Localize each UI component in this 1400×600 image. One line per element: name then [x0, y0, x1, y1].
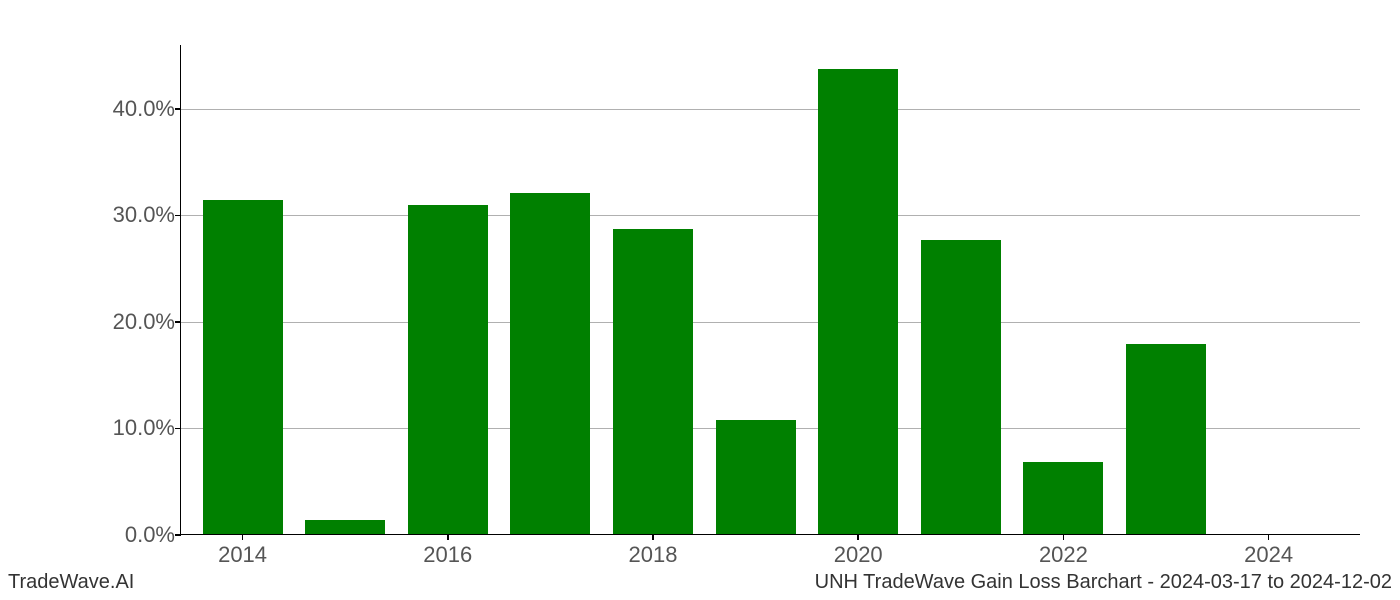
ytick-mark: [175, 321, 181, 323]
ytick-mark: [175, 215, 181, 217]
xtick-mark: [447, 534, 449, 540]
ytick-mark: [175, 428, 181, 430]
xtick-label: 2020: [834, 542, 883, 568]
xtick-label: 2024: [1244, 542, 1293, 568]
bar: [408, 205, 488, 534]
ytick-label: 20.0%: [113, 309, 175, 335]
ytick-mark: [175, 534, 181, 536]
bar: [818, 69, 898, 535]
xtick-mark: [1063, 534, 1065, 540]
xtick-label: 2018: [629, 542, 678, 568]
xtick-mark: [857, 534, 859, 540]
footer-caption: UNH TradeWave Gain Loss Barchart - 2024-…: [815, 571, 1392, 594]
xtick-label: 2014: [218, 542, 267, 568]
bar: [1023, 462, 1103, 534]
gridline: [181, 215, 1360, 216]
xtick-mark: [1268, 534, 1270, 540]
gridline: [181, 322, 1360, 323]
bar: [613, 229, 693, 534]
footer-brand: TradeWave.AI: [8, 571, 134, 594]
bar: [203, 200, 283, 534]
gridline: [181, 109, 1360, 110]
ytick-label: 10.0%: [113, 415, 175, 441]
bar: [716, 420, 796, 534]
ytick-label: 30.0%: [113, 202, 175, 228]
ytick-label: 40.0%: [113, 96, 175, 122]
chart-plot-area: 201420162018202020222024: [180, 45, 1360, 535]
ytick-label: 0.0%: [125, 522, 175, 548]
xtick-label: 2016: [423, 542, 472, 568]
bar: [510, 193, 590, 534]
bar: [921, 240, 1001, 534]
plot-frame: 201420162018202020222024: [180, 45, 1360, 535]
bar: [1126, 344, 1206, 534]
ytick-mark: [175, 108, 181, 110]
xtick-mark: [242, 534, 244, 540]
bar: [305, 520, 385, 534]
xtick-label: 2022: [1039, 542, 1088, 568]
xtick-mark: [652, 534, 654, 540]
